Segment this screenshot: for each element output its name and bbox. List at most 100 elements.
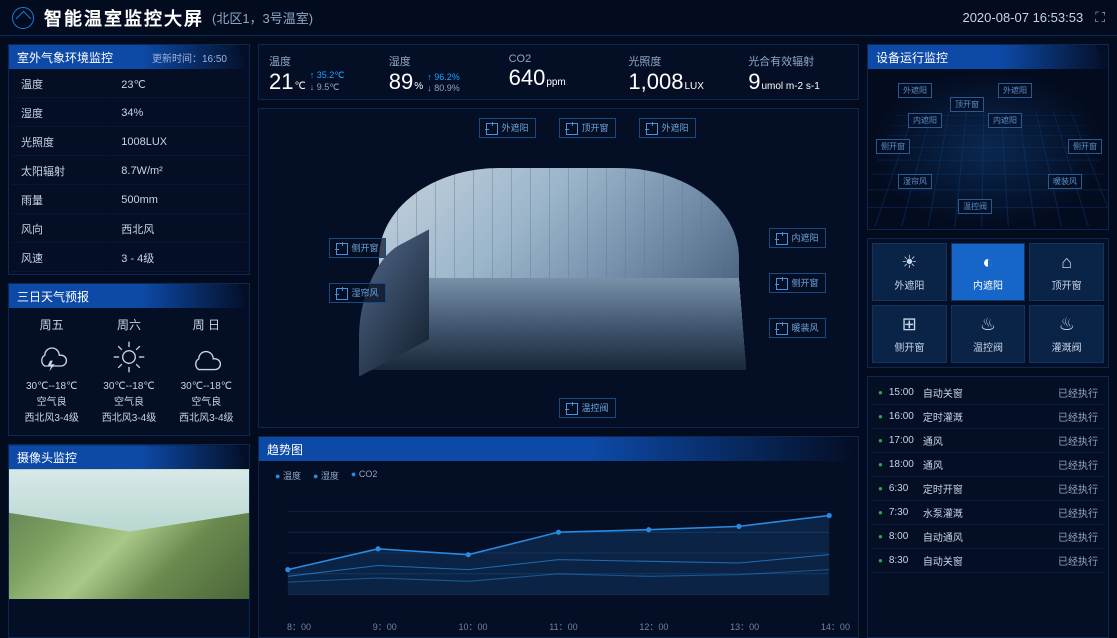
device-label[interactable]: 外遮阳 — [898, 83, 932, 98]
log-status: 已经执行 — [1058, 481, 1098, 496]
x-tick: 13：00 — [730, 620, 759, 633]
greenhouse-callout[interactable]: 温控阀 — [559, 398, 616, 418]
forecast-temp: 30℃--18℃ — [13, 379, 90, 395]
logo-icon — [12, 7, 34, 29]
control-icon: ◐ — [983, 252, 994, 273]
log-status: 已经执行 — [1058, 433, 1098, 448]
greenhouse-callout[interactable]: 内遮阳 — [769, 228, 826, 248]
env-row: 温度23℃ — [11, 71, 247, 98]
metric-lo: ↓ 80.9% — [427, 83, 460, 93]
control-label: 灌溉阀 — [1052, 339, 1082, 354]
forecast-row: 周五30℃--18℃空气良西北风3-4级周六30℃--18℃空气良西北风3-4级… — [9, 308, 249, 435]
env-update-time: 更新时间：16:50 — [152, 50, 227, 65]
log-time: 18:00 — [889, 459, 923, 470]
greenhouse-callout[interactable]: 暖装风 — [769, 318, 826, 338]
env-val: 8.7W/m² — [111, 158, 247, 185]
env-table: 温度23℃湿度34%光照度1008LUX太阳辐射8.7W/m²雨量500mm风向… — [9, 69, 249, 274]
device-label[interactable]: 温控阀 — [958, 199, 992, 214]
device-label[interactable]: 湿帘风 — [898, 174, 932, 189]
device-header: 设备运行监控 — [868, 45, 1108, 69]
log-status: 已经执行 — [1058, 553, 1098, 568]
env-val: 23℃ — [111, 71, 247, 98]
controls-grid: ☀外遮阳◐内遮阳⌂顶开窗 ⊞侧开窗♨温控阀♨灌溉阀 — [868, 239, 1108, 367]
device-label[interactable]: 内遮阳 — [988, 113, 1022, 128]
device-panel: 设备运行监控 外遮阳外遮阳顶开窗内遮阳内遮阳侧开窗侧开窗湿帘风暖装风温控阀 — [867, 44, 1109, 230]
control-label: 侧开窗 — [894, 339, 924, 354]
left-column: 室外气象环境监控 更新时间：16:50 温度23℃湿度34%光照度1008LUX… — [8, 44, 250, 638]
greenhouse-3d[interactable]: 外遮阳 顶开窗 外遮阳侧开窗湿帘风 内遮阳侧开窗暖装风温控阀 — [258, 108, 859, 428]
control-icon: ⌂ — [1061, 252, 1072, 273]
camera-title: 摄像头监控 — [17, 449, 77, 466]
log-status: 已经执行 — [1058, 409, 1098, 424]
device-label[interactable]: 顶开窗 — [950, 97, 984, 112]
camera-header: 摄像头监控 — [9, 445, 249, 469]
env-key: 光照度 — [11, 129, 109, 156]
greenhouse-callout[interactable]: 侧开窗 — [329, 238, 386, 258]
log-time: 17:00 — [889, 435, 923, 446]
metric-hi: ↑ 35.2℃ — [310, 70, 345, 81]
camera-panel: 摄像头监控 — [8, 444, 250, 638]
env-row: 太阳辐射8.7W/m² — [11, 158, 247, 185]
device-label[interactable]: 侧开窗 — [1068, 139, 1102, 154]
legend-item: 湿度 — [313, 469, 339, 482]
chart-legend: 温度湿度CO2 — [267, 469, 850, 482]
control-button[interactable]: ◐内遮阳 — [951, 243, 1026, 301]
control-button[interactable]: ♨灌溉阀 — [1029, 305, 1104, 363]
metric-lo: ↓ 9.5℃ — [310, 82, 345, 93]
control-icon: ☀ — [901, 252, 917, 273]
forecast-temp: 30℃--18℃ — [168, 379, 245, 395]
x-tick: 14：00 — [821, 620, 850, 633]
env-key: 雨量 — [11, 187, 109, 214]
legend-item: CO2 — [351, 469, 377, 482]
greenhouse-callout[interactable]: 侧开窗 — [769, 273, 826, 293]
forecast-day: 周六30℃--18℃空气良西北风3-4级 — [90, 316, 167, 427]
forecast-wind: 西北风3-4级 — [168, 411, 245, 427]
camera-feed[interactable] — [9, 469, 249, 599]
env-val: 3 - 4级 — [111, 245, 247, 272]
chart-x-labels: 8：009：0010：0011：0012：0013：0014：00 — [287, 620, 850, 633]
log-action: 自动关窗 — [923, 553, 1058, 568]
device-label[interactable]: 侧开窗 — [876, 139, 910, 154]
log-action: 通风 — [923, 457, 1058, 472]
device-label[interactable]: 内遮阳 — [908, 113, 942, 128]
device-3d-view[interactable]: 外遮阳外遮阳顶开窗内遮阳内遮阳侧开窗侧开窗湿帘风暖装风温控阀 — [868, 69, 1108, 229]
metric-value: 89% — [389, 71, 423, 93]
env-key: 湿度 — [11, 100, 109, 127]
forecast-day-name: 周五 — [13, 316, 90, 335]
metric-label: CO2 — [509, 53, 609, 65]
greenhouse-callout[interactable]: 顶开窗 — [559, 118, 616, 138]
metric-label: 光合有效辐射 — [748, 53, 848, 69]
x-tick: 9：00 — [373, 620, 397, 633]
page-subtitle: (北区1，3号温室) — [212, 8, 313, 27]
log-action: 通风 — [923, 433, 1058, 448]
device-label[interactable]: 暖装风 — [1048, 174, 1082, 189]
fullscreen-icon[interactable]: ⛶ — [1095, 9, 1105, 26]
greenhouse-callout[interactable]: 外遮阳 — [639, 118, 696, 138]
metric-value: 21℃ — [269, 71, 306, 93]
control-button[interactable]: ⌂顶开窗 — [1029, 243, 1104, 301]
greenhouse-callout[interactable]: 外遮阳 — [479, 118, 536, 138]
env-val: 1008LUX — [111, 129, 247, 156]
env-val: 500mm — [111, 187, 247, 214]
control-button[interactable]: ⊞侧开窗 — [872, 305, 947, 363]
log-status: 已经执行 — [1058, 457, 1098, 472]
metric-label: 湿度 — [389, 53, 489, 69]
metric-card: CO2640ppm — [501, 49, 617, 95]
page-title: 智能温室监控大屏 — [44, 5, 204, 31]
forecast-title: 三日天气预报 — [17, 288, 89, 305]
x-tick: 8：00 — [287, 620, 311, 633]
forecast-air: 空气良 — [90, 395, 167, 411]
env-val: 34% — [111, 100, 247, 127]
control-button[interactable]: ☀外遮阳 — [872, 243, 947, 301]
log-row: 15:00自动关窗已经执行 — [872, 381, 1104, 405]
x-tick: 12：00 — [639, 620, 668, 633]
control-button[interactable]: ♨温控阀 — [951, 305, 1026, 363]
forecast-header: 三日天气预报 — [9, 284, 249, 308]
env-row: 雨量500mm — [11, 187, 247, 214]
device-label[interactable]: 外遮阳 — [998, 83, 1032, 98]
greenhouse-callout[interactable]: 湿帘风 — [329, 283, 386, 303]
forecast-air: 空气良 — [168, 395, 245, 411]
x-tick: 10：00 — [459, 620, 488, 633]
metric-label: 光照度 — [628, 53, 728, 69]
log-action: 定时灌溉 — [923, 409, 1058, 424]
